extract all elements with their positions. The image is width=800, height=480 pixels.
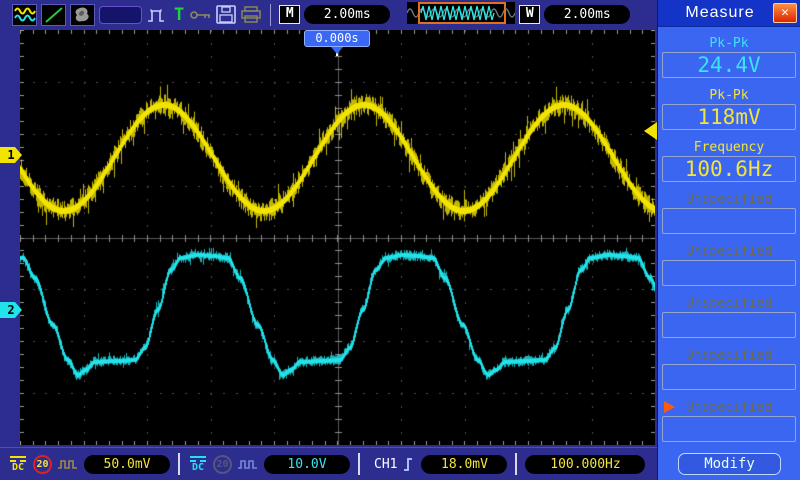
ch1-invert-icon[interactable] [57, 458, 79, 471]
toolbar-text-input[interactable] [99, 5, 142, 24]
close-icon[interactable]: ✕ [773, 3, 797, 23]
selection-arrow-icon [664, 401, 675, 413]
ch1-bandwidth-badge[interactable]: 20 [33, 454, 52, 474]
measure-row[interactable]: Unspecified [658, 192, 800, 244]
save-button[interactable] [216, 5, 237, 24]
trigger-source-label: CH1 [374, 456, 398, 472]
status-separator [178, 453, 180, 475]
status-bar: DC 20 50.0mV DC 20 10.0V CH1 18.0mV 100.… [0, 447, 657, 480]
zoom-window-thumbnail[interactable] [406, 1, 516, 28]
measure-label: Unspecified [685, 244, 773, 259]
waveform-display [20, 30, 655, 445]
key-button[interactable] [190, 9, 212, 21]
ch2-bandwidth-badge[interactable]: 20 [213, 454, 232, 474]
measure-label: Pk-Pk [709, 36, 749, 51]
measure-value-box [662, 312, 796, 338]
window-timebase-readout: 2.00ms [544, 5, 631, 24]
measure-panel-header: Measure ✕ [658, 0, 800, 27]
measure-label: Unspecified [685, 296, 773, 311]
measure-label: Unspecified [685, 400, 773, 415]
trigger-slope-icon[interactable] [402, 456, 416, 473]
key-icon [190, 10, 211, 19]
measure-rows: Pk-Pk 24.4V Pk-Pk 118mV Frequency 100.6H… [658, 27, 800, 452]
channel-waves-icon [13, 7, 36, 21]
measure-value-box [662, 260, 796, 286]
save-floppy-icon [216, 5, 237, 24]
measure-value-box [662, 416, 796, 442]
ch1-coupling-icon[interactable]: DC [8, 455, 28, 473]
toolbar: T M 2.00ms [0, 0, 657, 29]
measure-label: Frequency [693, 140, 765, 155]
toolbar-separator [270, 3, 272, 26]
printer-icon [241, 6, 261, 23]
modify-button[interactable]: Modify [678, 453, 781, 475]
measure-row[interactable]: Frequency 100.6Hz [658, 140, 800, 192]
status-separator [358, 453, 360, 475]
measure-row[interactable]: Pk-Pk 24.4V [658, 36, 800, 88]
measure-label: Unspecified [685, 348, 773, 363]
horizontal-position-tag[interactable]: 0.000s [304, 30, 370, 54]
panel-title: Measure [685, 4, 755, 21]
measure-label: Pk-Pk [709, 88, 749, 103]
measure-row[interactable]: Unspecified [658, 296, 800, 348]
ch2-coupling-icon[interactable]: DC [188, 455, 208, 473]
main-timebase-badge: M [279, 5, 301, 24]
print-button[interactable] [240, 6, 262, 23]
measure-label: Unspecified [685, 192, 773, 207]
measure-value-box [662, 208, 796, 234]
image-button[interactable] [70, 3, 95, 26]
status-separator [515, 453, 518, 475]
slope-line-icon [44, 6, 63, 23]
measure-value-box: 24.4V [662, 52, 796, 78]
trigger-level-readout: 18.0mV [421, 454, 508, 474]
measure-value-box [662, 364, 796, 390]
window-timebase-badge: W [519, 5, 541, 24]
image-blob-icon [75, 6, 89, 21]
measure-value-box: 118mV [662, 104, 796, 130]
ch2-scale-readout: 10.0V [264, 454, 350, 474]
measure-row[interactable]: Pk-Pk 118mV [658, 88, 800, 140]
trigger-indicator: T [174, 4, 185, 25]
main-timebase-readout: 2.00ms [304, 5, 391, 24]
channel-waves-button[interactable] [12, 3, 37, 26]
pulse-button[interactable] [146, 6, 168, 24]
trigger-level-arrow[interactable] [644, 122, 657, 140]
ch1-scale-readout: 50.0mV [84, 454, 170, 474]
ch2-ground-marker[interactable]: 2 [0, 302, 22, 318]
measure-panel: Measure ✕ Pk-Pk 24.4V Pk-Pk 118mV Freque… [657, 0, 800, 480]
measure-value-box: 100.6Hz [662, 156, 796, 182]
trigger-frequency-readout: 100.000Hz [525, 454, 646, 474]
measure-row[interactable]: Unspecified [658, 348, 800, 400]
ch2-invert-icon[interactable] [237, 458, 259, 471]
measure-row[interactable]: Unspecified [658, 244, 800, 296]
measure-row[interactable]: Unspecified [658, 400, 800, 452]
ch1-ground-marker[interactable]: 1 [0, 147, 22, 163]
zoom-window-thumbnail-icon [406, 1, 516, 24]
slope-line-button[interactable] [41, 3, 66, 26]
pulse-icon [148, 8, 164, 22]
